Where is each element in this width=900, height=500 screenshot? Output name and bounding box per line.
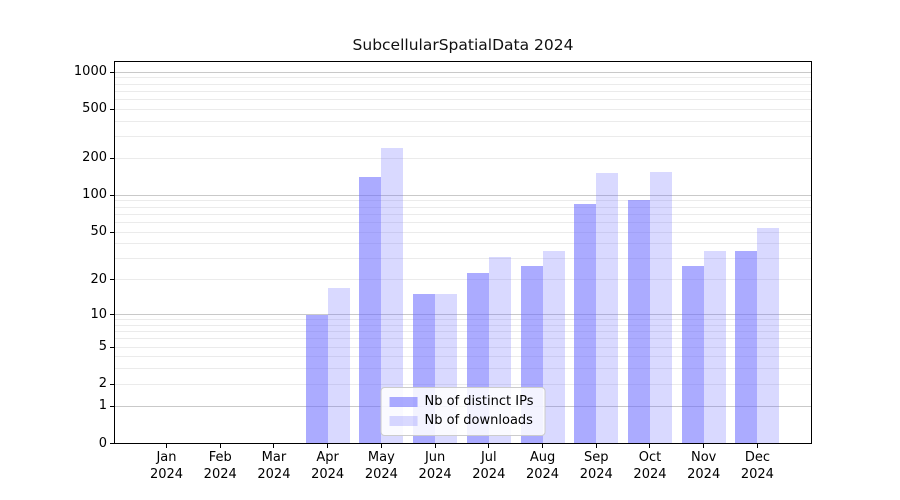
x-tick-oct-2024 [649,443,651,448]
bar-ips-oct-2024 [627,199,650,444]
x-tick-sep-2024 [595,443,597,448]
y-tick-5 [109,346,114,348]
legend-label-downloads: Nb of downloads [424,413,533,428]
x-tick-dec-2024 [756,443,758,448]
gridline-major-100 [114,194,812,196]
x-tick-label-oct-2024: Oct 2024 [633,450,667,482]
gridline-minor-90 [114,200,812,202]
x-tick-label-may-2024: May 2024 [364,450,398,482]
x-tick-aug-2024 [542,443,544,448]
gridline-minor-700 [114,90,812,92]
bar-downloads-dec-2024 [757,228,780,444]
gridline-minor-7 [114,331,812,333]
y-tick-label-0: 0 [98,435,107,451]
x-tick-label-jun-2024: Jun 2024 [418,450,452,482]
bar-ips-sep-2024 [574,203,597,444]
y-tick-label-200: 200 [82,150,107,166]
gridline-minor-6 [114,338,812,340]
legend-item-ips: Nb of distinct IPs [389,394,534,410]
x-tick-label-jan-2024: Jan 2024 [149,450,184,482]
plot-area: Nb of distinct IPs Nb of downloads [114,61,812,444]
gridline-minor-60 [114,221,812,223]
y-tick-label-2: 2 [98,376,107,392]
x-tick-apr-2024 [327,443,329,448]
bar-downloads-apr-2024 [327,288,350,444]
gridline-minor-5 [114,346,812,348]
gridline-major-1000 [114,71,812,73]
bar-ips-dec-2024 [735,250,758,444]
y-tick-label-1000: 1000 [73,64,107,80]
x-tick-label-jul-2024: Jul 2024 [472,450,506,482]
gridline-minor-70 [114,213,812,215]
x-tick-may-2024 [380,443,382,448]
legend-item-downloads: Nb of downloads [389,413,534,429]
x-tick-jul-2024 [488,443,490,448]
x-tick-mar-2024 [273,443,275,448]
gridline-minor-2 [114,383,812,385]
x-tick-jan-2024 [166,443,167,448]
bar-downloads-sep-2024 [596,173,619,444]
x-tick-label-mar-2024: Mar 2024 [257,450,291,482]
y-tick-2 [109,383,114,385]
y-tick-label-5: 5 [98,339,107,355]
gridline-minor-20 [114,279,812,281]
x-tick-label-aug-2024: Aug 2024 [525,450,560,482]
gridline-minor-4 [114,356,812,358]
gridline-minor-80 [114,206,812,208]
gridline-minor-600 [114,98,812,100]
legend: Nb of distinct IPs Nb of downloads [380,387,546,436]
x-tick-label-dec-2024: Dec 2024 [740,450,774,482]
y-tick-label-10: 10 [90,306,107,322]
gridline-minor-8 [114,324,812,326]
gridline-minor-40 [114,243,812,245]
legend-swatch-ips-icon [389,397,418,407]
x-tick-label-sep-2024: Sep 2024 [579,450,613,482]
gridline-minor-500 [114,108,812,110]
gridline-minor-3 [114,368,812,370]
y-tick-100 [109,194,114,196]
bar-ips-may-2024 [359,177,382,444]
y-tick-label-100: 100 [82,187,107,203]
bar-downloads-aug-2024 [542,250,565,444]
x-tick-jun-2024 [434,443,436,448]
y-tick-1000 [109,71,114,73]
legend-swatch-downloads-icon [389,416,418,426]
gridline-minor-30 [114,258,812,260]
gridline-minor-800 [114,83,812,85]
y-tick-label-500: 500 [82,101,107,117]
gridline-minor-400 [114,120,812,122]
bar-downloads-may-2024 [381,148,404,444]
bar-downloads-nov-2024 [703,250,726,444]
y-tick-label-50: 50 [90,224,107,240]
y-tick-0 [109,443,114,444]
bar-downloads-oct-2024 [649,171,672,444]
y-tick-200 [109,157,114,159]
bars-layer [114,61,812,444]
y-tick-label-20: 20 [90,271,107,287]
x-tick-nov-2024 [703,443,705,448]
x-tick-feb-2024 [219,443,221,448]
bar-ips-nov-2024 [681,266,704,444]
x-tick-label-apr-2024: Apr 2024 [311,450,345,482]
gridline-major-10 [114,314,812,316]
y-tick-10 [109,314,114,316]
gridline-minor-300 [114,136,812,138]
gridline-minor-9 [114,319,812,321]
gridline-minor-200 [114,157,812,159]
y-tick-1 [109,405,114,407]
y-tick-label-1: 1 [98,398,107,414]
legend-label-ips: Nb of distinct IPs [424,394,534,409]
y-tick-20 [109,279,114,281]
x-tick-label-feb-2024: Feb 2024 [203,450,237,482]
chart-title: SubcellularSpatialData 2024 [352,36,574,54]
x-tick-label-nov-2024: Nov 2024 [687,450,721,482]
grid-layer [114,61,812,444]
gridline-minor-900 [114,77,812,79]
bar-ips-apr-2024 [305,314,328,444]
y-tick-500 [109,108,114,110]
gridline-minor-50 [114,231,812,233]
y-tick-50 [109,231,114,233]
